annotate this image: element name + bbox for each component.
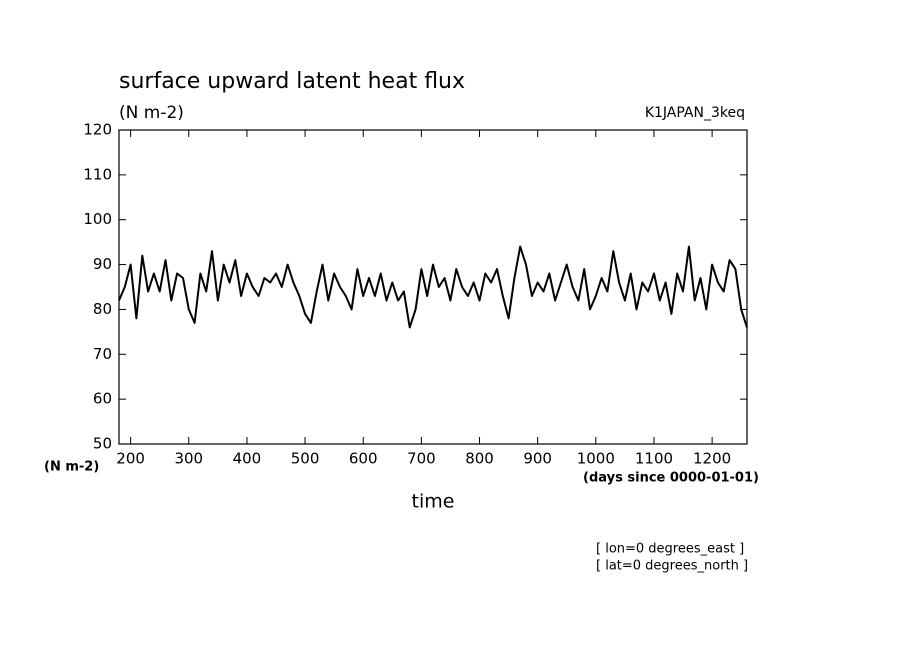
y-tick-label: 100 bbox=[83, 210, 112, 228]
y-tick-label: 110 bbox=[83, 165, 112, 183]
chart-title: surface upward latent heat flux bbox=[119, 69, 465, 94]
x-tick-label: 1100 bbox=[635, 450, 673, 468]
y-unit-label: (N m-2) bbox=[44, 460, 99, 475]
x-tick-label: 1200 bbox=[693, 450, 731, 468]
y-tick-label: 90 bbox=[93, 255, 112, 273]
data-line bbox=[118, 245, 748, 329]
y-tick-label: 60 bbox=[93, 390, 112, 408]
x-unit-label: (days since 0000-01-01) bbox=[583, 471, 759, 486]
annotation: [ lon=0 degrees_east ] bbox=[596, 542, 744, 557]
x-tick-label: 900 bbox=[523, 450, 552, 468]
y-tick-label: 50 bbox=[93, 435, 112, 453]
dataset-label: K1JAPAN_3keq bbox=[645, 105, 745, 121]
plot-frame bbox=[118, 129, 748, 445]
y-tick-label: 70 bbox=[93, 345, 112, 363]
units-label: (N m-2) bbox=[119, 103, 184, 123]
x-tick-label: 200 bbox=[116, 450, 145, 468]
y-tick-label: 120 bbox=[83, 121, 112, 139]
x-tick-label: 600 bbox=[349, 450, 378, 468]
x-axis-title: time bbox=[412, 491, 455, 513]
x-tick-label: 400 bbox=[233, 450, 262, 468]
x-tick-label: 500 bbox=[291, 450, 320, 468]
y-tick-label: 80 bbox=[93, 300, 112, 318]
x-tick-label: 700 bbox=[407, 450, 436, 468]
annotation: [ lat=0 degrees_north ] bbox=[596, 559, 748, 574]
x-tick-label: 1000 bbox=[577, 450, 615, 468]
x-tick-label: 300 bbox=[174, 450, 203, 468]
x-tick-label: 800 bbox=[465, 450, 494, 468]
